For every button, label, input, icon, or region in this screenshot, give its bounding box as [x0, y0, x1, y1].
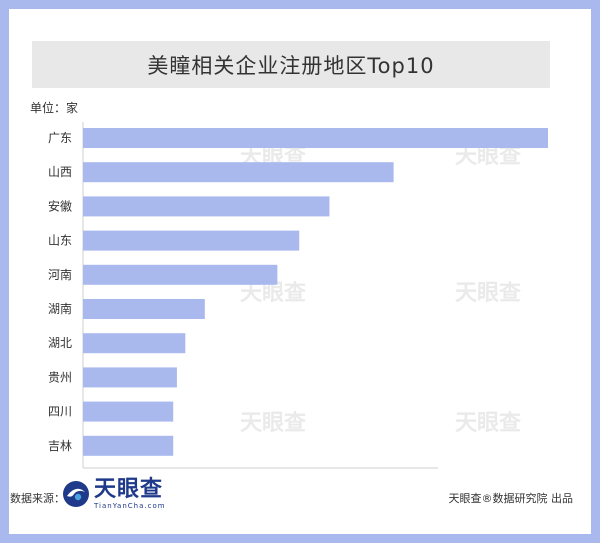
- watermark-logo: 天眼查: [455, 144, 522, 169]
- brand-logo: 天眼查 TianYanCha.com: [62, 478, 166, 510]
- category-label: 广东: [48, 131, 72, 145]
- bar-2: [83, 196, 330, 217]
- category-label: 贵州: [48, 370, 72, 384]
- chart-title: 美瞳相关企业注册地区Top10: [32, 41, 550, 88]
- bar-9: [83, 435, 174, 456]
- bar-3: [83, 230, 300, 251]
- unit-label: 单位：家: [30, 101, 79, 115]
- watermark-logo: 天眼查: [455, 281, 522, 306]
- bar-0: [83, 128, 548, 148]
- eye-logo-icon: [63, 481, 89, 507]
- watermark-logo: 天眼查: [240, 411, 307, 436]
- source-label: 数据来源：: [10, 492, 65, 505]
- category-label: 吉林: [48, 439, 72, 453]
- bar-8: [83, 401, 174, 422]
- brand-name: 天眼查: [94, 477, 164, 502]
- category-label: 山西: [48, 165, 72, 179]
- category-label: 四川: [48, 405, 72, 419]
- category-label: 湖南: [48, 301, 72, 316]
- watermark-logo: 天眼查: [455, 411, 522, 436]
- bar-7: [83, 367, 177, 388]
- brand-en: TianYanCha.com: [94, 502, 166, 510]
- bar-4: [83, 264, 278, 285]
- credit-text: 天眼查®数据研究院 出品: [448, 492, 574, 505]
- category-label: 山东: [48, 234, 72, 248]
- watermark-logo: 天眼查: [240, 281, 307, 306]
- category-label: 湖北: [48, 335, 72, 350]
- bar-1: [83, 162, 394, 183]
- bar-6: [83, 333, 186, 354]
- category-label: 安徽: [48, 198, 72, 213]
- bar-5: [83, 299, 205, 319]
- category-label: 河南: [48, 267, 72, 282]
